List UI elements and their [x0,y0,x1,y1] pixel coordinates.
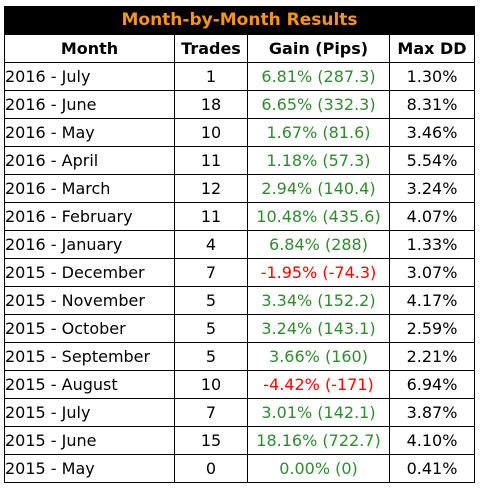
cell-max-dd: 1.33% [389,230,475,259]
cell-trades: 4 [174,230,248,259]
cell-month: 2015 - August [4,370,175,399]
cell-gain: 1.67% (81.6) [247,118,390,147]
cell-max-dd: 4.07% [389,202,475,231]
cell-max-dd: 2.21% [389,342,475,371]
cell-month: 2016 - February [4,202,175,231]
cell-trades: 12 [174,174,248,203]
cell-gain: 6.84% (288) [247,230,390,259]
cell-month: 2015 - October [4,314,175,343]
cell-month: 2015 - November [4,286,175,315]
header-max-dd: Max DD [389,34,475,63]
cell-trades: 18 [174,90,248,119]
cell-month: 2016 - July [4,62,175,91]
table-row: 2015 - October 5 3.24% (143.1) 2.59% [4,314,475,343]
cell-month: 2015 - May [4,454,175,483]
cell-gain: -4.42% (-171) [247,370,390,399]
table-row: 2015 - June 15 18.16% (722.7) 4.10% [4,426,475,455]
table-row: 2015 - May 0 0.00% (0) 0.41% [4,454,475,483]
cell-gain: 3.24% (143.1) [247,314,390,343]
header-month: Month [4,34,175,63]
table-row: 2016 - February 11 10.48% (435.6) 4.07% [4,202,475,231]
cell-month: 2016 - April [4,146,175,175]
cell-trades: 5 [174,314,248,343]
cell-max-dd: 6.94% [389,370,475,399]
cell-trades: 11 [174,202,248,231]
cell-gain: 3.34% (152.2) [247,286,390,315]
cell-gain: 6.81% (287.3) [247,62,390,91]
header-gain: Gain (Pips) [247,34,390,63]
cell-month: 2015 - September [4,342,175,371]
cell-gain: 2.94% (140.4) [247,174,390,203]
cell-max-dd: 4.17% [389,286,475,315]
results-table: Month-by-Month Results Month Trades Gain… [4,6,475,483]
cell-max-dd: 8.31% [389,90,475,119]
table-row: 2016 - July 1 6.81% (287.3) 1.30% [4,62,475,91]
cell-trades: 1 [174,62,248,91]
cell-gain: 3.66% (160) [247,342,390,371]
cell-gain: 6.65% (332.3) [247,90,390,119]
table-row: 2016 - June 18 6.65% (332.3) 8.31% [4,90,475,119]
table-row: 2015 - July 7 3.01% (142.1) 3.87% [4,398,475,427]
cell-month: 2016 - June [4,90,175,119]
cell-max-dd: 0.41% [389,454,475,483]
cell-trades: 15 [174,426,248,455]
cell-trades: 7 [174,258,248,287]
cell-trades: 11 [174,146,248,175]
table-row: 2016 - April 11 1.18% (57.3) 5.54% [4,146,475,175]
title-row: Month-by-Month Results [4,6,475,35]
cell-gain: 1.18% (57.3) [247,146,390,175]
cell-max-dd: 5.54% [389,146,475,175]
cell-trades: 5 [174,342,248,371]
cell-trades: 0 [174,454,248,483]
cell-gain: -1.95% (-74.3) [247,258,390,287]
table-title: Month-by-Month Results [4,6,475,35]
cell-month: 2015 - December [4,258,175,287]
cell-trades: 7 [174,398,248,427]
cell-max-dd: 3.07% [389,258,475,287]
table-row: 2016 - May 10 1.67% (81.6) 3.46% [4,118,475,147]
table-row: 2016 - January 4 6.84% (288) 1.33% [4,230,475,259]
cell-max-dd: 3.24% [389,174,475,203]
table-row: 2015 - August 10 -4.42% (-171) 6.94% [4,370,475,399]
cell-max-dd: 4.10% [389,426,475,455]
table-row: 2016 - March 12 2.94% (140.4) 3.24% [4,174,475,203]
table-row: 2015 - December 7 -1.95% (-74.3) 3.07% [4,258,475,287]
cell-trades: 5 [174,286,248,315]
cell-month: 2016 - March [4,174,175,203]
cell-gain: 3.01% (142.1) [247,398,390,427]
cell-trades: 10 [174,118,248,147]
cell-trades: 10 [174,370,248,399]
cell-max-dd: 1.30% [389,62,475,91]
cell-month: 2015 - June [4,426,175,455]
header-row: Month Trades Gain (Pips) Max DD [4,34,475,63]
cell-month: 2016 - January [4,230,175,259]
cell-gain: 0.00% (0) [247,454,390,483]
cell-month: 2016 - May [4,118,175,147]
cell-max-dd: 3.87% [389,398,475,427]
cell-month: 2015 - July [4,398,175,427]
cell-gain: 18.16% (722.7) [247,426,390,455]
header-trades: Trades [174,34,248,63]
results-table-container: Month-by-Month Results Month Trades Gain… [4,6,475,483]
table-row: 2015 - September 5 3.66% (160) 2.21% [4,342,475,371]
table-row: 2015 - November 5 3.34% (152.2) 4.17% [4,286,475,315]
cell-gain: 10.48% (435.6) [247,202,390,231]
cell-max-dd: 2.59% [389,314,475,343]
cell-max-dd: 3.46% [389,118,475,147]
